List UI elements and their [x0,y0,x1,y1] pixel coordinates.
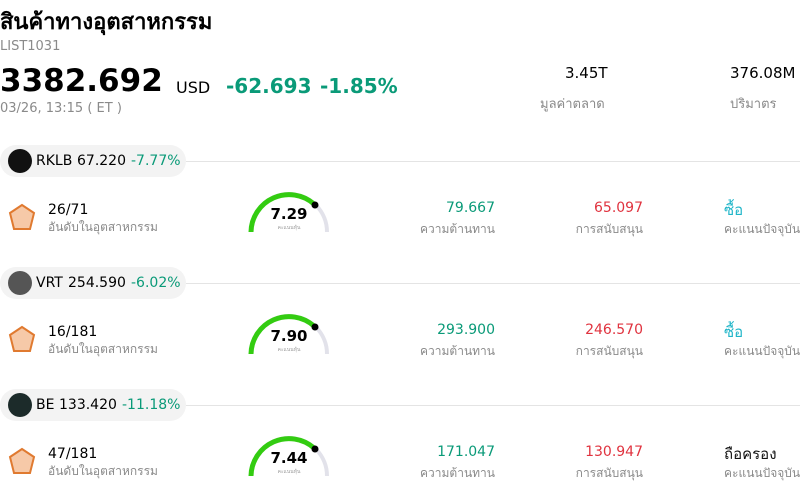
rank-label: อันดับในอุตสาหกรรม [48,464,158,478]
change: -62.693 [226,74,312,98]
rating-label: คะแนนปัจจุบัน [724,466,800,480]
rank: 47/181 [48,446,98,462]
currency: USD [176,78,211,97]
stat-value: 3.45T [565,64,608,82]
support: 65.097 [594,200,643,216]
stat-label: มูลค่าตลาด [540,97,605,112]
ticker: VRT [36,275,63,291]
title: สินค้าทางอุตสาหกรรม [0,10,213,35]
score-gauge [248,436,329,477]
resistance-label: ความต้านทาน [420,222,495,236]
score-label: คะแนนหุ้น [277,347,301,353]
ticker: RKLB [36,153,73,169]
code: LIST1031 [0,39,61,54]
price: 67.220 [77,153,126,169]
stat-label: ปริมาตร [730,97,777,112]
score-gauge [248,314,329,355]
support-label: การสนับสนุน [575,344,643,358]
logo [8,393,32,417]
support-label: การสนับสนุน [575,466,643,480]
time: 03/26, 13:15 ( ET ) [0,101,122,116]
rating-label: คะแนนปัจจุบัน [724,222,800,236]
score: 7.90 [270,327,308,345]
change-pct: -7.77% [131,153,181,169]
support: 130.947 [585,444,643,460]
score: 7.29 [270,205,308,223]
price: 254.590 [68,275,126,291]
rank-label: อันดับในอุตสาหกรรม [48,220,158,234]
support-label: การสนับสนุน [575,222,643,236]
rank: 26/71 [48,202,89,218]
rank-label: อันดับในอุตสาหกรรม [48,342,158,356]
resistance: 171.047 [437,444,495,460]
rank-icon [8,447,36,474]
change-pct: -6.02% [131,275,181,291]
rank-icon [8,325,36,352]
separator [186,283,800,284]
rating: ซื้อ [724,201,744,219]
logo [8,149,32,173]
ticker: BE [36,397,55,413]
rating: ซื้อ [724,323,744,341]
stat-value: 376.08M [730,64,796,82]
change-pct: -1.85% [320,74,398,98]
resistance-label: ความต้านทาน [420,466,495,480]
separator [186,405,800,406]
rating-label: คะแนนปัจจุบัน [724,344,800,358]
score-label: คะแนนหุ้น [277,225,301,231]
price: 3382.692 [0,63,163,99]
rank-icon [8,203,36,230]
price: 133.420 [59,397,117,413]
score-label: คะแนนหุ้น [277,469,301,475]
separator [186,161,800,162]
rank: 16/181 [48,324,98,340]
logo [8,271,32,295]
resistance: 293.900 [437,322,495,338]
resistance: 79.667 [446,200,495,216]
rating: ถือครอง [724,445,777,463]
change-pct: -11.18% [122,397,181,413]
resistance-label: ความต้านทาน [420,344,495,358]
score-gauge [248,192,329,233]
score: 7.44 [270,449,308,467]
support: 246.570 [585,322,643,338]
